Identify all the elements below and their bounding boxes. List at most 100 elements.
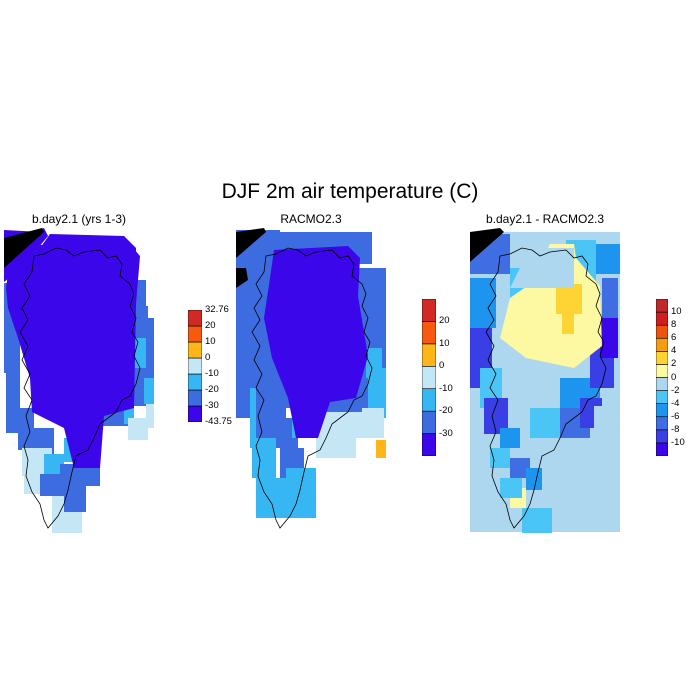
colorbar-model-swatches (188, 310, 202, 422)
map-cell (256, 478, 286, 518)
colorbar-tick-label: 20 (439, 315, 450, 327)
map-cell (376, 440, 386, 458)
coastline-outline (485, 247, 607, 529)
map-cell (500, 478, 522, 498)
colorbar-tick-label: -6 (671, 410, 680, 422)
map-cell (510, 248, 574, 288)
colorbar-swatch (422, 299, 436, 322)
colorbar-swatch (422, 433, 436, 456)
colorbar-swatch (422, 343, 436, 367)
map-cell (470, 228, 504, 262)
colorbar-swatch (656, 416, 668, 431)
map-cell (364, 288, 382, 348)
colorbar-swatch (656, 311, 668, 326)
colorbar-swatch (656, 442, 668, 456)
colorbar-tick-label: -8 (671, 423, 680, 435)
map-cell (18, 408, 34, 450)
panel-difference: b.day2.1 - RACMO2.3 (470, 212, 620, 533)
map-model (4, 228, 154, 533)
colorbar-racmo-swatches (422, 299, 436, 456)
colorbar-swatch (422, 321, 436, 345)
map-cell (530, 408, 560, 438)
colorbar-tick-label: 10 (439, 337, 450, 349)
colorbar-swatch (188, 310, 202, 327)
map-cell (600, 318, 618, 358)
colorbar-swatch (656, 429, 668, 444)
map-cell (6, 373, 20, 433)
colorbar-swatch (656, 377, 668, 391)
colorbar-tick-label: -10 (439, 382, 453, 394)
colorbar-tick-label: 8 (671, 319, 677, 331)
colorbar-tick-label: 6 (671, 332, 677, 344)
map-cell (128, 418, 148, 440)
colorbar-swatch (188, 357, 202, 375)
colorbar-swatch (656, 403, 668, 418)
colorbar-difference-swatches (656, 299, 668, 456)
colorbar-tick-label: -10 (671, 436, 685, 448)
colorbar-tick-label: 0 (439, 360, 445, 372)
colorbar-swatch (188, 405, 202, 422)
map-cell (356, 408, 384, 438)
map-cell (510, 458, 530, 478)
map-cell (144, 318, 154, 388)
colorbar-swatch (656, 337, 668, 352)
map-cell (6, 242, 140, 468)
colorbar-tick-label: 32.76 (205, 304, 229, 315)
colorbar-tick-label: 0 (205, 352, 211, 363)
colorbar-difference: -10 -8 -6 -4 -2 0 2 4 6 8 10 (656, 299, 685, 456)
map-cell (286, 468, 316, 518)
colorbar-racmo: -30 -20 -10 0 10 20 (422, 299, 453, 456)
map-cell (526, 468, 542, 490)
colorbar-tick-label: 10 (205, 336, 216, 347)
colorbar-tick-label: 2 (671, 358, 677, 370)
map-cell (500, 244, 602, 368)
map-difference (470, 228, 620, 533)
map-cell (236, 228, 266, 258)
colorbar-tick-label: -20 (205, 384, 219, 395)
map-cell (124, 398, 134, 424)
panel-model: b.day2.1 (yrs 1-3) (4, 212, 154, 533)
map-cell (602, 278, 618, 318)
map-cell (236, 268, 248, 288)
colorbar-swatch (656, 364, 668, 378)
map-cells-racmo (236, 228, 386, 518)
panel-title-difference: b.day2.1 - RACMO2.3 (485, 212, 605, 226)
panel-title-model: b.day2.1 (yrs 1-3) (31, 212, 127, 226)
figure-title: DJF 2m air temperature (C) (221, 180, 479, 203)
map-cell (252, 438, 276, 478)
colorbar-swatch (188, 341, 202, 359)
panel-title-racmo: RACMO2.3 (280, 212, 342, 226)
colorbar-swatch (188, 373, 202, 391)
colorbar-tick-label: 10 (671, 306, 682, 318)
colorbar-tick-label: -30 (205, 400, 219, 411)
map-cells-model (4, 228, 154, 533)
colorbar-swatch (188, 389, 202, 407)
colorbar-tick-label: 0 (671, 371, 677, 383)
colorbar-swatch (656, 351, 668, 365)
colorbar-tick-label: -2 (671, 384, 680, 396)
colorbar-swatch (422, 410, 436, 434)
map-racmo (236, 228, 386, 529)
map-cells-difference (470, 228, 620, 533)
map-cell (490, 448, 510, 468)
map-cell (64, 478, 86, 512)
map-cell (4, 228, 44, 268)
colorbar-tick-label: -20 (439, 405, 453, 417)
coastline-outline (19, 247, 141, 529)
map-cell (522, 508, 552, 533)
map-cell (556, 284, 582, 314)
colorbar-tick-label: -30 (439, 427, 453, 439)
map-cell (40, 474, 66, 496)
map-cell (470, 278, 496, 328)
map-cell (144, 378, 154, 404)
map-cell (500, 428, 520, 448)
panel-racmo: RACMO2.3 (236, 212, 386, 532)
colorbar-swatch (656, 390, 668, 404)
map-cell (594, 406, 610, 446)
colorbar-swatch (422, 365, 436, 390)
map-cell (52, 508, 82, 533)
colorbar-tick-label: -4 (671, 397, 680, 409)
coastline-outline (251, 247, 373, 529)
colorbar-swatch (656, 299, 668, 313)
colorbar-swatch (422, 388, 436, 412)
